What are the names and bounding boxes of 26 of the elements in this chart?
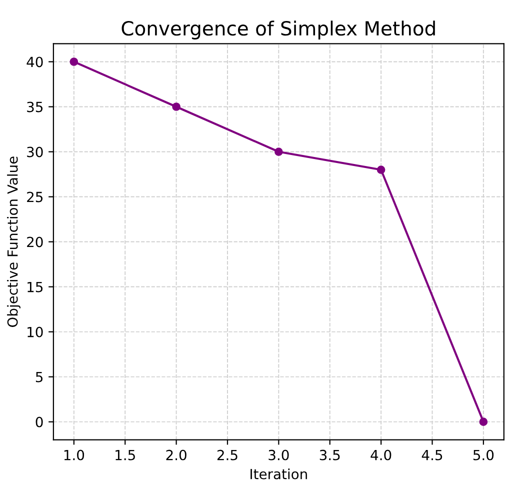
x-axis-title: Iteration bbox=[250, 468, 307, 480]
y-tick-label: 40 bbox=[26, 56, 43, 68]
x-tick-label: 2.5 bbox=[217, 450, 238, 460]
y-axis-title: Objective Function Value bbox=[7, 156, 20, 327]
y-tick-label: 0 bbox=[36, 416, 43, 428]
y-tick-label: 5 bbox=[36, 372, 43, 382]
x-tick-label: 3.0 bbox=[268, 450, 289, 460]
x-tick-label: 3.5 bbox=[320, 450, 340, 460]
x-tick-label: 5.0 bbox=[473, 450, 494, 460]
y-tick-label: 15 bbox=[28, 282, 43, 292]
point bbox=[376, 166, 386, 174]
y-tick-label: 30 bbox=[27, 146, 43, 158]
x-tick-label: 1.0 bbox=[64, 450, 84, 460]
point bbox=[172, 102, 180, 111]
x-tick-label: 2.0 bbox=[166, 450, 186, 460]
point bbox=[479, 418, 488, 426]
point bbox=[274, 148, 283, 156]
y-tick-label: 25 bbox=[27, 192, 43, 202]
x-tick-label: 4.0 bbox=[370, 450, 392, 460]
x-tick-label: 1.5 bbox=[116, 450, 135, 460]
y-tick-label: 20 bbox=[27, 236, 43, 248]
chart-title: Convergence of Simplex Method bbox=[122, 20, 435, 40]
y-tick-label: 10 bbox=[28, 326, 43, 338]
x-tick-label: 4.5 bbox=[422, 450, 442, 460]
point bbox=[70, 58, 78, 66]
y-tick-label: 35 bbox=[27, 102, 43, 112]
